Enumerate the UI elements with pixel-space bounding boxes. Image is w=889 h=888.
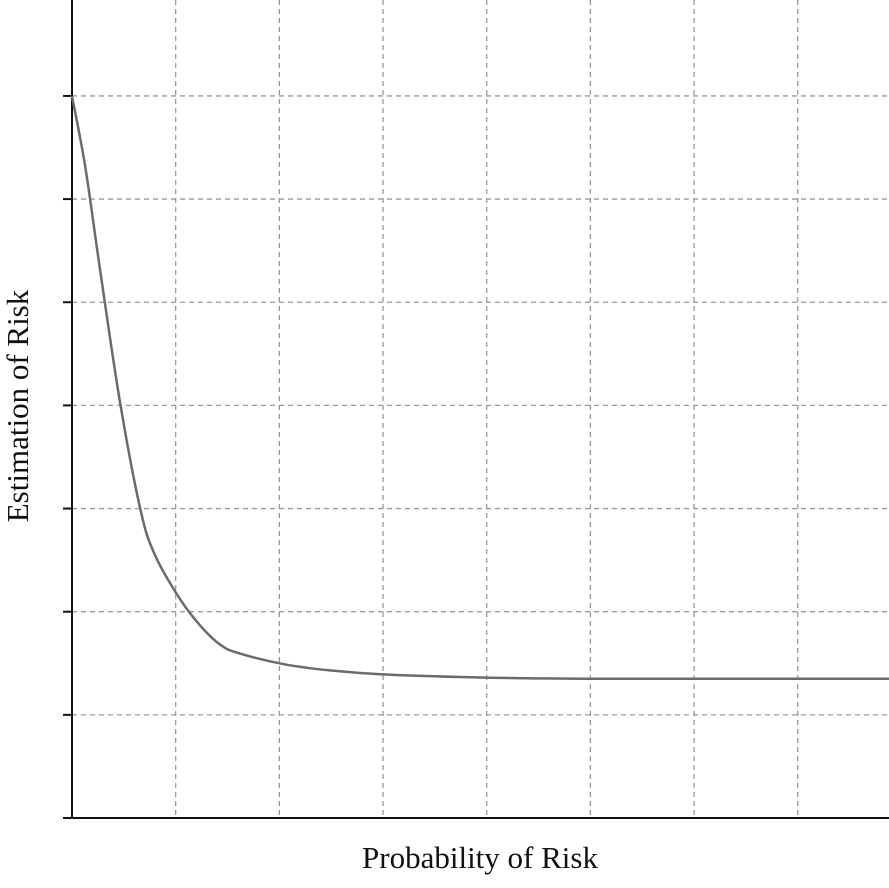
- x-axis-label: Probability of Risk: [362, 840, 598, 875]
- y-axis-label: Estimation of Risk: [0, 289, 35, 522]
- line: [70, 95, 889, 681]
